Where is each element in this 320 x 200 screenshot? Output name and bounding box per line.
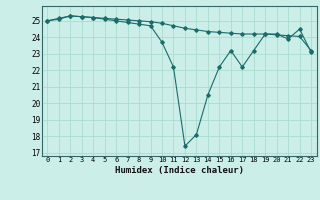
- X-axis label: Humidex (Indice chaleur): Humidex (Indice chaleur): [115, 166, 244, 175]
